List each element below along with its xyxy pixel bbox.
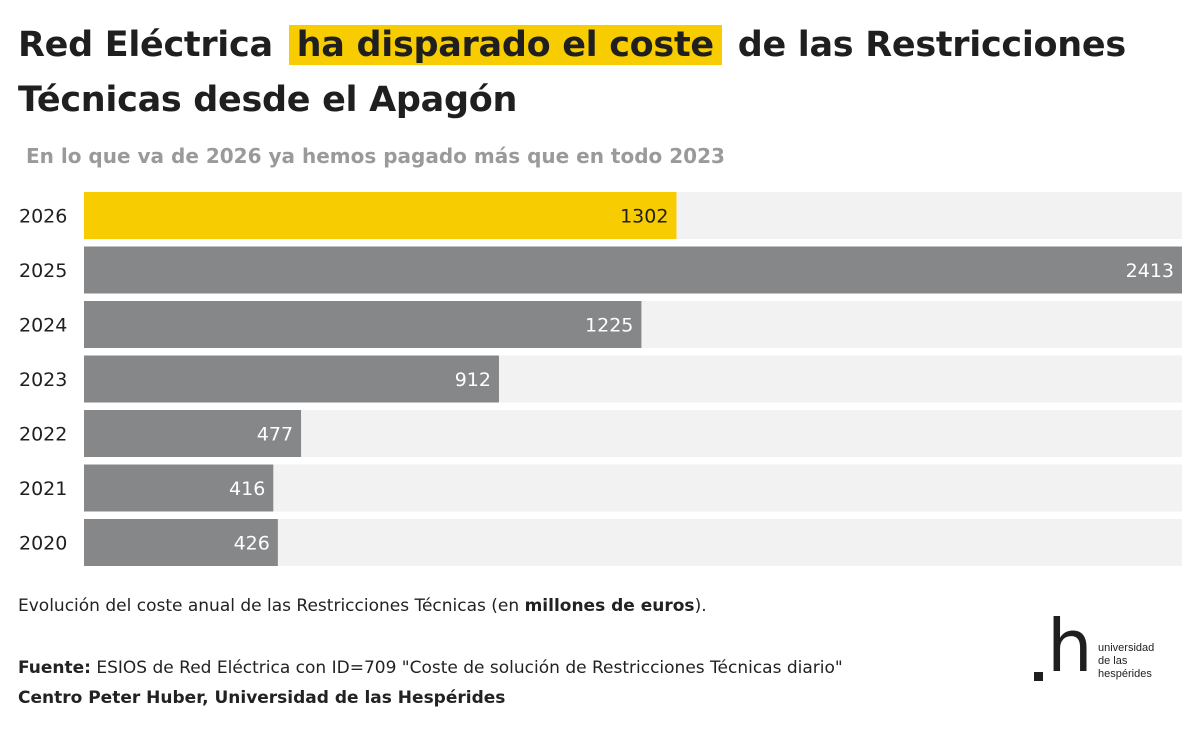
data-label: 1225 (585, 315, 633, 337)
chart-subtitle: En lo que va de 2026 ya hemos pagado más… (26, 144, 725, 168)
logo-mark: h (1047, 604, 1093, 688)
source-label: Fuente: (18, 658, 91, 678)
category-label: 2026 (19, 206, 67, 228)
source-block: Fuente: ESIOS de Red Eléctrica con ID=70… (18, 653, 843, 713)
category-label: 2022 (19, 424, 67, 446)
bar (84, 410, 302, 457)
author-line: Centro Peter Huber, Universidad de las H… (18, 683, 843, 713)
title-highlight: ha disparado el coste (288, 25, 722, 65)
logo-line-3: hespérides (1098, 668, 1152, 680)
bar (84, 246, 1182, 294)
data-label: 912 (455, 369, 491, 391)
logo-dot (1034, 672, 1043, 681)
logo-text: universidad de las hespérides (1098, 642, 1154, 681)
source-text: ESIOS de Red Eléctrica con ID=709 "Coste… (96, 658, 843, 678)
category-label: 2023 (19, 369, 67, 391)
data-label: 1302 (620, 206, 668, 228)
data-label: 477 (257, 424, 293, 446)
title-part-2: de las Restricciones Técnicas desde el A… (18, 25, 1126, 120)
source-line: Fuente: ESIOS de Red Eléctrica con ID=70… (18, 653, 843, 683)
logo-line-2: de las (1098, 655, 1128, 667)
data-label: 416 (229, 478, 265, 500)
category-label: 2025 (19, 260, 67, 282)
chart-caption: Evolución del coste anual de las Restric… (18, 596, 707, 616)
bar-chart: 2026 1302 2025 2413 2024 1225 2023 912 2022 477 20… (19, 192, 1182, 566)
category-label: 2021 (19, 478, 67, 500)
bar (84, 464, 274, 512)
data-label: 2413 (1126, 260, 1174, 282)
source-author: Centro Peter Huber, Universidad de las H… (18, 688, 506, 708)
title-part-1: Red Eléctrica (18, 25, 273, 65)
bar (84, 355, 499, 403)
university-logo: h universidad de las hespérides (1034, 606, 1174, 686)
category-label: 2024 (19, 315, 67, 337)
logo-line-1: universidad (1098, 642, 1155, 654)
caption-unit: millones de euros (524, 596, 695, 616)
bar (84, 192, 677, 239)
category-label: 2020 (19, 533, 67, 555)
caption-end: ). (694, 596, 707, 616)
caption-text: Evolución del coste anual de las Restric… (18, 596, 525, 616)
bar (84, 301, 642, 348)
bar (84, 519, 278, 566)
chart-title: Red Eléctrica ha disparado el coste de l… (18, 18, 1178, 128)
data-label: 426 (234, 533, 270, 555)
